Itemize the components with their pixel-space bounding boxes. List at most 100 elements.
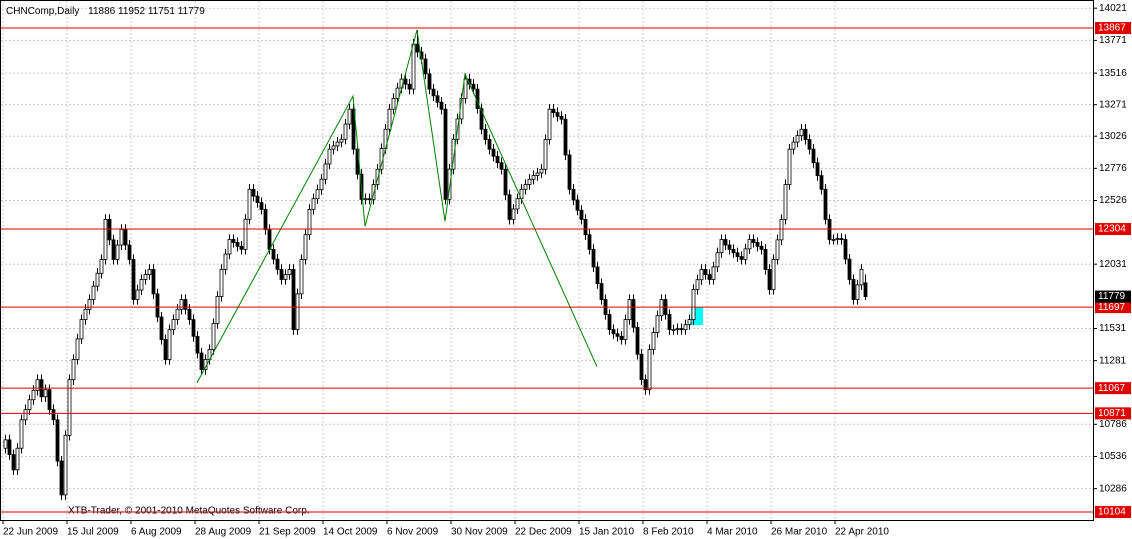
candle-body — [511, 208, 516, 220]
candle-body — [659, 299, 664, 317]
candle-body — [311, 198, 316, 210]
candle-body — [11, 454, 16, 471]
candle-body — [547, 108, 552, 140]
candle-body — [443, 108, 448, 200]
candle-body — [291, 269, 296, 331]
candle-body — [139, 279, 144, 291]
low: 11751 — [148, 6, 176, 17]
level-label: 13867 — [1098, 23, 1126, 34]
candle-body — [199, 352, 204, 371]
open: 11886 — [88, 6, 116, 17]
candle-body — [835, 238, 840, 240]
y-tick-label: 10536 — [1099, 451, 1127, 462]
candle-body — [403, 78, 408, 85]
candle-body — [247, 188, 252, 220]
candle-body — [79, 319, 84, 340]
candle-body — [7, 439, 12, 456]
candle-body — [127, 244, 132, 260]
x-tick-label: 15 Jul 2009 — [67, 527, 119, 538]
candle-body — [95, 272, 100, 287]
candle-body — [583, 219, 588, 236]
x-tick-label: 22 Dec 2009 — [515, 527, 572, 538]
candle-body — [431, 88, 436, 97]
candle-body — [795, 135, 800, 143]
candle-body — [847, 258, 852, 280]
candle-body — [727, 244, 732, 250]
candle-body — [99, 259, 104, 274]
candle-body — [515, 198, 520, 210]
candle-body — [415, 43, 420, 53]
candle-body — [643, 379, 648, 391]
candle-body — [15, 447, 20, 471]
level-label-box — [1095, 506, 1131, 519]
candle-body — [747, 239, 752, 250]
candle-body — [435, 95, 440, 103]
y-tick-label: 13271 — [1099, 99, 1127, 110]
candle-body — [167, 329, 172, 361]
candle-body — [703, 269, 708, 275]
y-tick-label: 11531 — [1099, 323, 1127, 334]
candle-body — [471, 83, 476, 90]
candle-body — [363, 198, 368, 201]
high: 11952 — [118, 6, 146, 17]
candle-body — [807, 139, 812, 150]
candle-body — [91, 285, 96, 300]
y-tick-label: 14021 — [1099, 3, 1127, 14]
level-label: 10104 — [1098, 507, 1126, 518]
candle-body — [627, 299, 632, 321]
candle-body — [591, 248, 596, 268]
candle-body — [159, 316, 164, 340]
x-tick-label: 28 Aug 2009 — [195, 527, 252, 538]
plot-frame — [0, 0, 1094, 521]
candle-body — [791, 141, 796, 150]
candle-body — [271, 248, 276, 260]
candle-body — [575, 199, 580, 211]
candle-body — [631, 299, 636, 328]
grid — [1, 1, 1093, 520]
candle-body — [171, 319, 176, 331]
candle-body — [411, 43, 416, 90]
candle-body — [539, 168, 544, 174]
candle-body — [371, 184, 376, 200]
candle-body — [687, 319, 692, 326]
candle-body — [395, 87, 400, 99]
candle-body — [175, 308, 180, 321]
y-tick-label: 10286 — [1099, 483, 1127, 494]
candle-body — [783, 184, 788, 220]
y-tick-label: 12031 — [1099, 259, 1127, 270]
candle-body — [235, 242, 240, 247]
candle-body — [823, 188, 828, 220]
candle-body — [279, 269, 284, 280]
y-tick-label: 11281 — [1099, 355, 1127, 366]
candle-body — [123, 229, 128, 246]
candle-body — [327, 148, 332, 165]
candle-body — [339, 138, 344, 143]
y-tick-label: 12776 — [1099, 163, 1127, 174]
candle-body — [579, 209, 584, 220]
candle-body — [623, 319, 628, 340]
candle-body — [507, 194, 512, 220]
candle-body — [843, 239, 848, 260]
candle-body — [183, 299, 188, 310]
candle-body — [803, 128, 808, 140]
candle-body — [47, 389, 52, 411]
level-label-box — [1095, 301, 1131, 314]
x-tick-label: 4 Mar 2010 — [707, 527, 758, 538]
watermark: XTB-Trader, © 2001-2010 MetaQuotes Softw… — [68, 506, 310, 517]
candle-body — [743, 248, 748, 260]
level-label-box — [1095, 407, 1131, 420]
candle-body — [447, 168, 452, 200]
candle-body — [163, 339, 168, 361]
candle-body — [251, 188, 256, 197]
candle-body — [599, 283, 604, 300]
candle-body — [675, 328, 680, 331]
candle-body — [263, 208, 268, 230]
candle-body — [335, 141, 340, 147]
candle-body — [859, 269, 864, 286]
candle-body — [715, 252, 720, 268]
x-tick-label: 22 Jun 2009 — [3, 527, 58, 538]
candle-body — [439, 101, 444, 110]
candle-body — [51, 409, 56, 421]
candle-body — [555, 112, 560, 117]
candle-body — [531, 175, 536, 180]
